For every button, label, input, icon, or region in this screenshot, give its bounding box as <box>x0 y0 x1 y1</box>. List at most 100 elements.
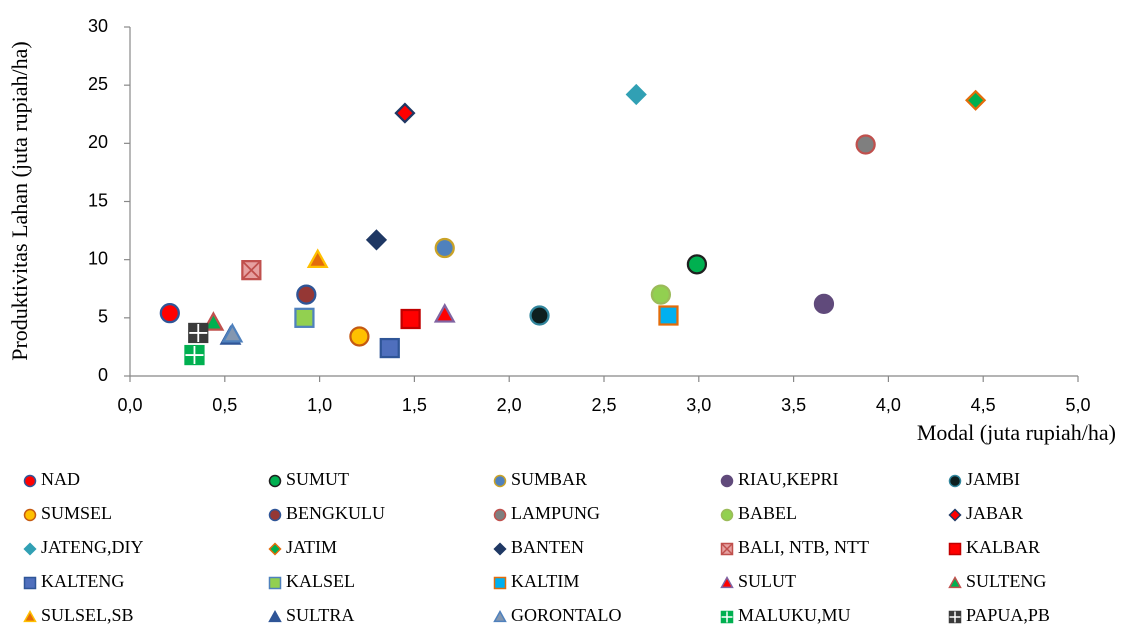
legend-label: MALUKU,MU <box>738 605 851 625</box>
legend-label: BENGKULU <box>286 503 385 523</box>
legend-label: SULTRA <box>286 605 354 625</box>
point-plus <box>185 346 204 365</box>
legend-label: SUMBAR <box>511 469 587 489</box>
legend-marker <box>948 474 962 488</box>
legend-marker <box>720 508 734 522</box>
legend-label: JABAR <box>966 503 1023 523</box>
point-cross <box>241 260 261 280</box>
point <box>184 344 205 366</box>
legend-marker <box>948 508 962 522</box>
legend-label: GORONTALO <box>511 605 622 625</box>
x-tick-label: 0,0 <box>117 395 142 415</box>
legend-marker <box>268 474 282 488</box>
legend-label: KALTIM <box>511 571 579 591</box>
point <box>813 293 835 314</box>
legend-label: KALBAR <box>966 537 1040 557</box>
legend-label: SULSEL,SB <box>41 605 134 625</box>
legend-marker <box>23 508 37 522</box>
legend-marker <box>268 542 282 556</box>
legend-label: BABEL <box>738 503 797 523</box>
legend-marker <box>720 474 734 488</box>
legend-label: JATIM <box>286 537 337 557</box>
legend-marker <box>493 609 507 623</box>
legend-marker <box>720 610 734 624</box>
y-tick-label: 25 <box>88 74 108 94</box>
legend-label: BALI, NTB, NTT <box>738 537 869 557</box>
y-tick-label: 0 <box>98 365 108 385</box>
legend-marker <box>493 542 507 556</box>
point <box>650 284 672 305</box>
point <box>159 303 180 324</box>
point-box <box>658 305 679 326</box>
legend-label: JATENG,DIY <box>41 537 144 557</box>
point <box>625 83 647 106</box>
point <box>433 303 456 323</box>
point <box>365 229 388 251</box>
legend-label: SULUT <box>738 571 796 591</box>
legend-marker <box>948 610 962 624</box>
legend-marker <box>23 474 37 488</box>
legend-label: PAPUA,PB <box>966 605 1050 625</box>
legend-label: KALTENG <box>41 571 124 591</box>
point <box>188 322 209 344</box>
legend-marker <box>268 576 282 590</box>
x-tick-label: 3,0 <box>686 395 711 415</box>
point-box <box>294 307 315 328</box>
point <box>394 102 416 124</box>
point <box>294 307 315 328</box>
y-tick-label: 5 <box>98 307 108 327</box>
legend-label: SULTENG <box>966 571 1046 591</box>
legend-marker <box>23 609 37 623</box>
point-box <box>400 308 421 330</box>
x-tick-label: 5,0 <box>1065 395 1090 415</box>
legend-label: LAMPUNG <box>511 503 600 523</box>
point-plus <box>189 323 208 342</box>
y-axis-title: Produktivitas Lahan (juta rupiah/ha) <box>7 41 32 361</box>
x-tick-label: 4,5 <box>971 395 996 415</box>
legend-marker-plus <box>721 611 733 623</box>
y-tick-label: 20 <box>88 132 108 152</box>
x-axis-title: Modal (juta rupiah/ha) <box>917 420 1116 445</box>
legend-marker-box <box>23 576 37 590</box>
legend-marker <box>268 508 282 522</box>
point <box>379 337 400 359</box>
legend-marker <box>948 542 962 556</box>
point <box>349 326 370 347</box>
x-tick-label: 4,0 <box>876 395 901 415</box>
x-tick-label: 3,5 <box>781 395 806 415</box>
legend-label: SUMSEL <box>41 503 112 523</box>
x-tick-label: 0,5 <box>212 395 237 415</box>
point <box>296 284 317 305</box>
legend-marker <box>493 508 507 522</box>
legend-marker-box <box>493 576 507 590</box>
point <box>306 248 329 268</box>
y-tick-label: 10 <box>88 248 108 268</box>
point <box>658 305 679 326</box>
legend-marker-cross <box>720 542 734 556</box>
legend-label: JAMBI <box>966 469 1020 489</box>
x-tick-label: 1,0 <box>307 395 332 415</box>
legend-label: NAD <box>41 469 80 489</box>
point <box>221 322 244 343</box>
y-tick-label: 15 <box>88 190 108 210</box>
point <box>241 260 262 281</box>
x-tick-label: 1,5 <box>402 395 427 415</box>
legend-marker <box>268 609 282 623</box>
point <box>400 308 421 330</box>
legend-marker <box>493 576 507 590</box>
legend-marker-box <box>948 542 962 556</box>
point <box>965 89 987 111</box>
legend-marker <box>720 542 734 556</box>
legend-label: BANTEN <box>511 537 584 557</box>
legend-label: KALSEL <box>286 571 355 591</box>
point-box <box>379 337 400 359</box>
legend-marker-box <box>268 576 282 590</box>
x-tick-label: 2,5 <box>591 395 616 415</box>
x-tick-label: 2,0 <box>497 395 522 415</box>
legend-marker <box>948 575 962 589</box>
legend-marker-plus <box>949 611 961 623</box>
point <box>202 311 225 331</box>
legend-label: SUMUT <box>286 469 349 489</box>
legend-marker <box>720 575 734 589</box>
